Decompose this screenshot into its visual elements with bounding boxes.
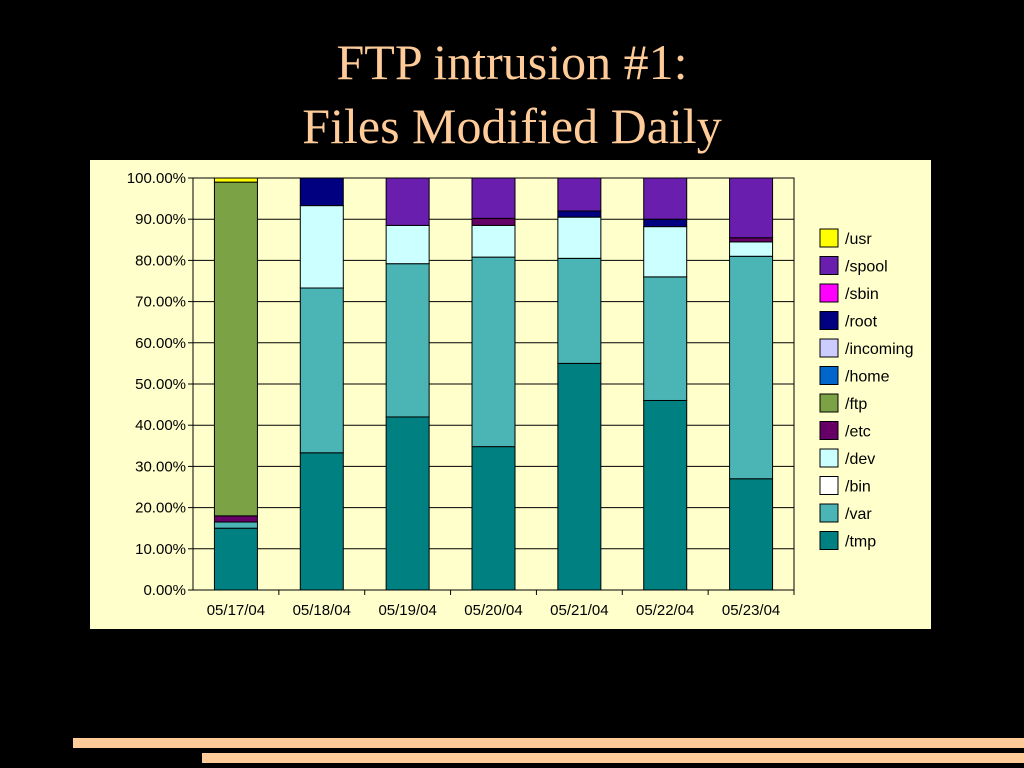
legend-label: /usr (845, 231, 872, 248)
y-tick-label: 60.00% (135, 335, 186, 352)
legend-swatch (819, 228, 839, 248)
bar-segment (557, 177, 602, 212)
x-tick-label: 05/23/04 (722, 602, 780, 619)
legend-swatch (819, 366, 839, 385)
legend-label: /dev (845, 451, 875, 468)
bar-segment (643, 399, 688, 591)
bar-segment (385, 263, 430, 418)
decorative-bar-top (73, 738, 1024, 748)
legend-label: /spool (845, 259, 888, 276)
y-tick-label: 10.00% (135, 541, 186, 558)
legend-swatch (819, 421, 839, 440)
bar-segment (557, 362, 602, 591)
bar-segment (643, 177, 688, 220)
bar-segment (643, 276, 688, 401)
bar-segment (557, 216, 602, 259)
legend-swatch (819, 531, 839, 550)
x-tick-label: 05/22/04 (636, 602, 694, 619)
bar-segment (299, 287, 344, 454)
bar-segment (729, 241, 774, 257)
bar-segment (471, 446, 516, 591)
bar-segment (213, 181, 258, 517)
legend-swatch (819, 503, 839, 523)
legend-label: /tmp (845, 534, 876, 551)
x-tick-label: 05/21/04 (550, 602, 608, 619)
bar-segment (729, 255, 774, 480)
legend-label: /home (845, 369, 890, 386)
stacked-bar-chart: 0.00% 10.00% 20.00% 30.00% 40.00% 50.00% 60.00… (127, 170, 914, 619)
plot-area-border (192, 177, 795, 591)
bar-segment (385, 177, 430, 226)
bar-segment (385, 224, 430, 265)
bar-segment (729, 237, 774, 243)
legend-swatch (819, 476, 839, 495)
y-tick-label: 40.00% (135, 417, 186, 434)
legend-swatch (819, 393, 839, 413)
legend-label: /var (845, 506, 872, 523)
legend-label: /ftp (845, 396, 867, 413)
y-tick-label: 80.00% (135, 252, 186, 269)
legend-swatch (819, 283, 839, 303)
bar-segment (385, 416, 430, 591)
legend-label: /etc (845, 424, 871, 441)
bar-segment (213, 527, 258, 591)
x-tick-label: 05/19/04 (378, 602, 436, 619)
legend-swatch (819, 311, 839, 330)
legend-label: /incoming (845, 341, 913, 358)
legend-label: /root (845, 314, 878, 331)
slide-title-line-2: Files Modified Daily (302, 98, 722, 154)
bar-segment (471, 224, 516, 258)
x-tick-label: 05/18/04 (293, 602, 351, 619)
legend-swatch (819, 338, 839, 358)
slide-title: FTP intrusion #1: Files Modified Daily (0, 30, 1024, 158)
bar-segment (643, 218, 688, 228)
y-tick-label: 90.00% (135, 211, 186, 228)
y-tick-label: 50.00% (135, 376, 186, 393)
x-tick-label: 05/20/04 (464, 602, 522, 619)
legend-swatch (819, 256, 839, 275)
chart-panel: 0.00% 10.00% 20.00% 30.00% 40.00% 50.00% 60.00… (90, 160, 931, 629)
y-tick-label: 0.00% (143, 582, 186, 599)
bar-segment (213, 521, 258, 529)
bar-segment (213, 515, 258, 523)
legend-label: /bin (845, 479, 871, 496)
bar-segment (557, 257, 602, 364)
legend-label: /sbin (845, 286, 879, 303)
decorative-bar-bottom (202, 753, 1024, 763)
x-tick-label: 05/17/04 (207, 602, 265, 619)
slide-title-line-1: FTP intrusion #1: (336, 34, 688, 90)
bar-segment (471, 256, 516, 448)
legend-swatch (819, 448, 839, 468)
y-tick-label: 70.00% (135, 294, 186, 311)
bar-segment (299, 452, 344, 591)
y-tick-label: 100.00% (127, 170, 186, 187)
bar-segment (299, 205, 344, 289)
y-tick-label: 20.00% (135, 500, 186, 517)
bar-segment (729, 478, 774, 591)
y-tick-label: 30.00% (135, 458, 186, 475)
bar-segment (729, 177, 774, 239)
bar-segment (557, 210, 602, 218)
bar-segment (471, 217, 516, 226)
bar-segment (471, 177, 516, 219)
bar-segment (299, 177, 344, 207)
bar-segment (643, 226, 688, 278)
bar-segment (213, 177, 258, 183)
